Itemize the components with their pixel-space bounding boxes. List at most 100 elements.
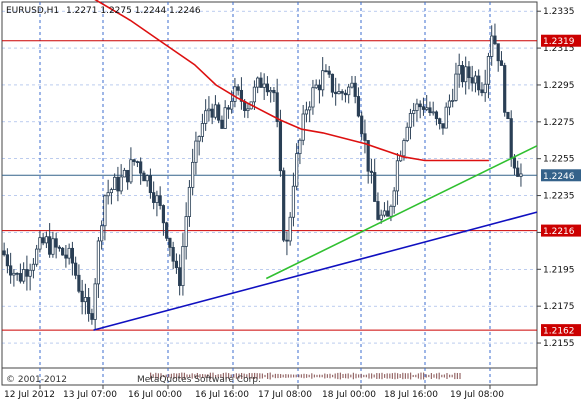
candle-body[interactable] <box>483 83 487 94</box>
candle-body[interactable] <box>512 157 517 169</box>
candle-body[interactable] <box>418 103 422 108</box>
candle-body[interactable] <box>48 236 52 255</box>
candle-body[interactable] <box>22 269 26 282</box>
candle-body[interactable] <box>291 185 296 218</box>
candle-body[interactable] <box>369 170 374 173</box>
candle-body[interactable] <box>67 247 71 259</box>
candle-body[interactable] <box>363 133 367 141</box>
candle-body[interactable] <box>35 248 39 265</box>
candle-body[interactable] <box>178 267 182 287</box>
candle-body[interactable] <box>431 111 435 114</box>
candle-body[interactable] <box>126 169 130 183</box>
candle-body[interactable] <box>327 70 331 75</box>
candle-body[interactable] <box>161 205 166 224</box>
candle-body[interactable] <box>343 92 348 96</box>
candle-body[interactable] <box>395 160 400 192</box>
candle-body[interactable] <box>353 82 357 97</box>
candle-body[interactable] <box>74 262 78 276</box>
candle-body[interactable] <box>519 173 523 177</box>
candle-body[interactable] <box>503 65 507 113</box>
candle-body[interactable] <box>191 161 195 188</box>
candle-body[interactable] <box>506 111 510 120</box>
candle-body[interactable] <box>246 108 250 111</box>
candle-body[interactable] <box>262 83 266 88</box>
candle-body[interactable] <box>226 107 231 110</box>
candle-body[interactable] <box>171 247 175 262</box>
candle-body[interactable] <box>2 250 6 256</box>
moving-average-line[interactable] <box>56 0 489 162</box>
candle-body[interactable] <box>405 126 409 141</box>
candle-body[interactable] <box>204 110 208 124</box>
candle-body[interactable] <box>25 269 29 277</box>
plot-area[interactable] <box>1 1 538 386</box>
candle-body[interactable] <box>236 86 240 91</box>
candle-body[interactable] <box>116 176 120 192</box>
candle-body[interactable] <box>392 190 396 207</box>
candle-body[interactable] <box>308 106 312 111</box>
candle-body[interactable] <box>132 159 136 162</box>
candle-body[interactable] <box>360 115 364 135</box>
candle-body[interactable] <box>356 96 361 117</box>
candle-body[interactable] <box>217 104 221 121</box>
candle-body[interactable] <box>113 176 117 190</box>
candle-body[interactable] <box>87 297 91 314</box>
candle-body[interactable] <box>77 274 81 292</box>
candle-body[interactable] <box>213 104 218 118</box>
candle-body[interactable] <box>93 283 97 320</box>
candle-body[interactable] <box>90 313 94 320</box>
candle-body[interactable] <box>239 89 244 102</box>
candle-body[interactable] <box>70 247 74 264</box>
candle-body[interactable] <box>480 89 484 94</box>
candle-body[interactable] <box>275 92 279 123</box>
candle-body[interactable] <box>207 108 211 112</box>
candle-body[interactable] <box>470 77 474 84</box>
candle-body[interactable] <box>165 222 169 239</box>
candle-body[interactable] <box>252 86 257 103</box>
candle-body[interactable] <box>272 90 276 94</box>
candle-body[interactable] <box>259 77 263 88</box>
candle-body[interactable] <box>51 238 55 255</box>
candle-body[interactable] <box>109 189 114 194</box>
candle-body[interactable] <box>454 73 458 101</box>
candle-body[interactable] <box>184 216 188 247</box>
candle-body[interactable] <box>451 100 455 102</box>
candle-body[interactable] <box>317 84 322 91</box>
candle-body[interactable] <box>298 139 302 155</box>
candle-body[interactable] <box>61 247 65 256</box>
candle-body[interactable] <box>57 246 61 249</box>
candle-body[interactable] <box>402 140 406 157</box>
candle-body[interactable] <box>197 136 201 142</box>
candle-body[interactable] <box>428 107 432 113</box>
candle-body[interactable] <box>334 91 338 95</box>
candle-body[interactable] <box>447 100 452 108</box>
candle-body[interactable] <box>382 210 387 216</box>
support-trendline[interactable] <box>93 211 538 331</box>
candle-body[interactable] <box>467 66 471 79</box>
candle-body[interactable] <box>158 195 162 206</box>
candle-body[interactable] <box>269 90 273 93</box>
candle-body[interactable] <box>54 238 58 248</box>
candle-body[interactable] <box>301 113 305 141</box>
candle-body[interactable] <box>135 161 140 163</box>
candle-body[interactable] <box>100 225 104 242</box>
candle-body[interactable] <box>457 65 461 75</box>
candle-body[interactable] <box>122 169 127 178</box>
candle-body[interactable] <box>490 35 494 57</box>
candle-body[interactable] <box>499 60 504 66</box>
candle-body[interactable] <box>421 106 426 110</box>
candle-body[interactable] <box>15 272 19 275</box>
candle-body[interactable] <box>106 192 110 197</box>
candle-body[interactable] <box>233 86 237 102</box>
candle-body[interactable] <box>285 239 289 242</box>
candle-body[interactable] <box>265 83 270 93</box>
candle-body[interactable] <box>311 87 315 108</box>
candle-body[interactable] <box>83 297 87 303</box>
candle-body[interactable] <box>5 254 9 267</box>
candle-body[interactable] <box>152 192 156 203</box>
candle-body[interactable] <box>12 272 16 276</box>
candle-body[interactable] <box>103 195 107 227</box>
candle-body[interactable] <box>145 175 149 182</box>
candle-body[interactable] <box>493 35 497 45</box>
candle-body[interactable] <box>18 273 22 282</box>
